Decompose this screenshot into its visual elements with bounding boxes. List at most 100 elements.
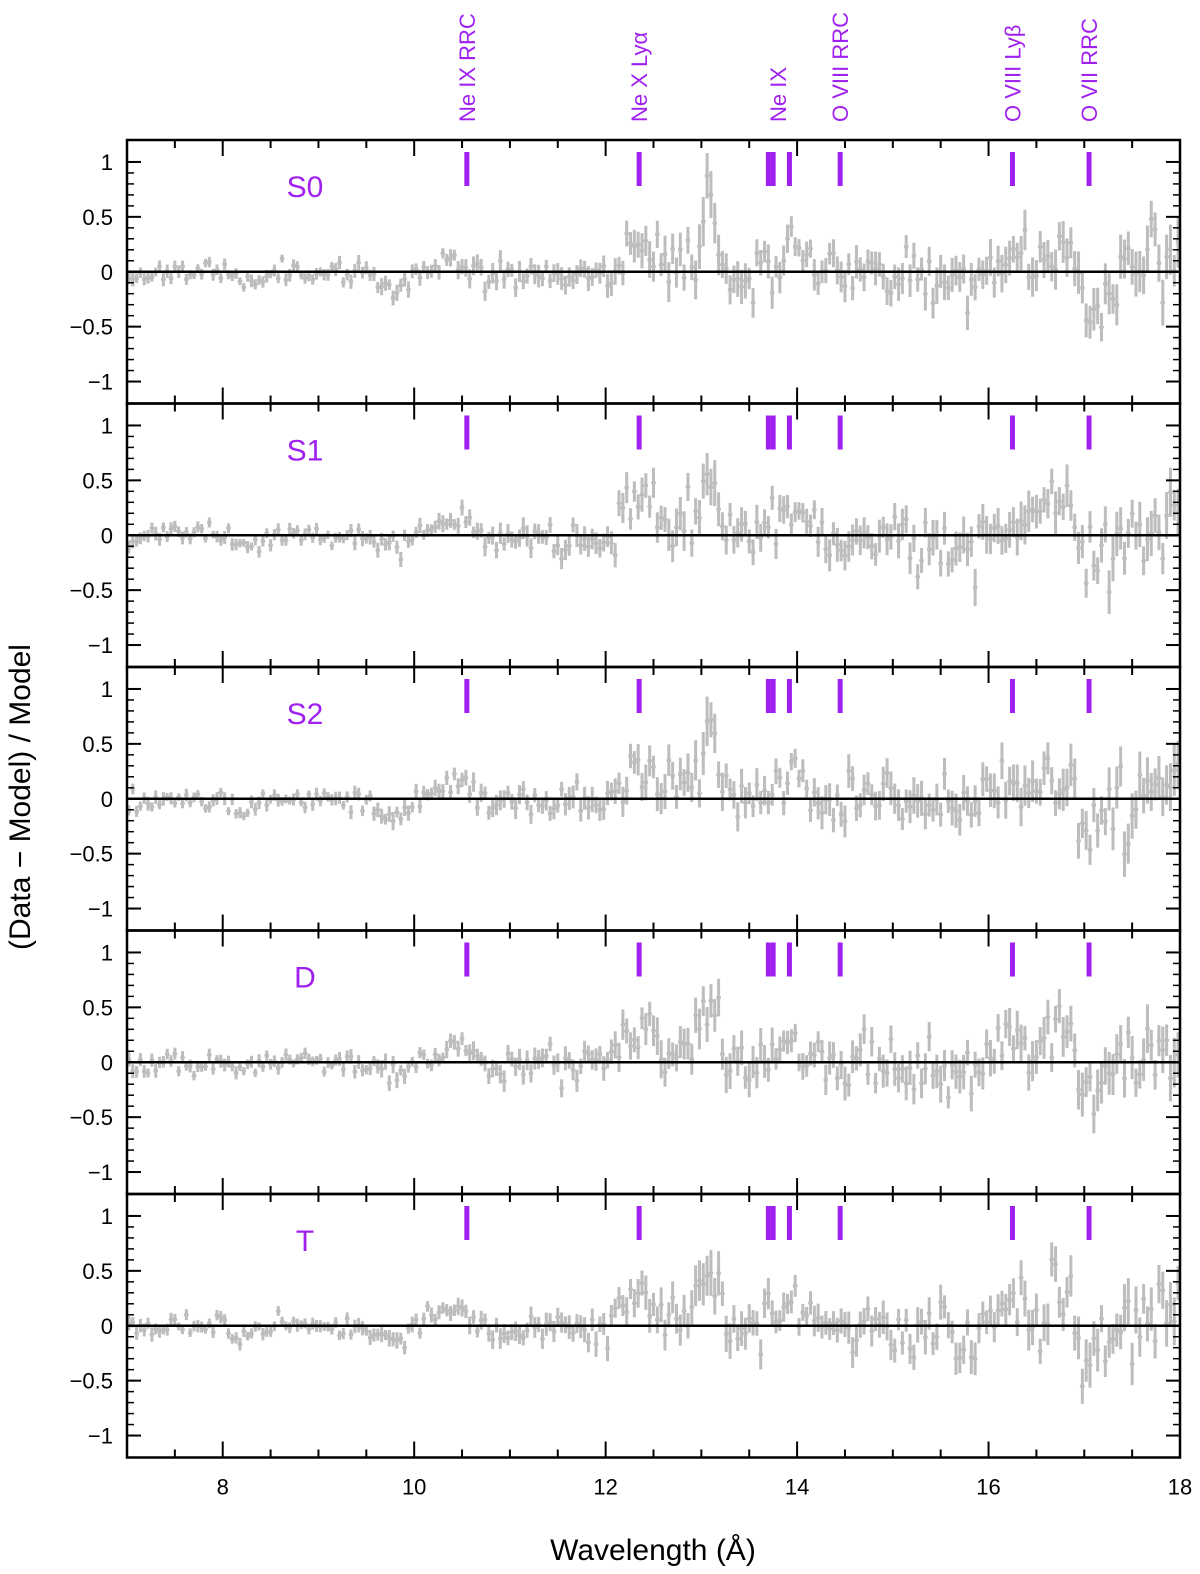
data-point (658, 1302, 664, 1308)
data-point (180, 264, 185, 269)
data-point (256, 277, 262, 283)
data-point (869, 1328, 875, 1334)
data-point (1064, 1029, 1070, 1035)
data-point (1014, 780, 1020, 786)
data-point (811, 507, 817, 513)
data-point (689, 1304, 695, 1310)
data-point (1091, 306, 1097, 312)
data-point (252, 537, 258, 543)
data-point (1099, 808, 1104, 813)
data-point (1114, 1051, 1120, 1057)
data-point (811, 789, 817, 795)
data-point (149, 274, 155, 280)
data-point (463, 519, 469, 525)
data-point (819, 1049, 825, 1055)
data-point (145, 1070, 151, 1076)
data-point (873, 803, 878, 809)
line-marker-bar (770, 942, 776, 977)
data-point (968, 539, 974, 545)
data-point (436, 788, 442, 794)
data-point (570, 278, 576, 284)
data-point (394, 809, 400, 815)
data-point (662, 517, 668, 522)
data-point (731, 1316, 737, 1322)
data-point (444, 257, 450, 263)
data-point (651, 480, 656, 486)
data-point (781, 1038, 787, 1044)
data-point (704, 173, 710, 179)
data-point (869, 1039, 875, 1045)
data-point (191, 529, 197, 535)
data-point (788, 224, 794, 230)
data-point (578, 265, 584, 271)
panel-label-S1: S1 (287, 435, 324, 468)
data-point (463, 1048, 469, 1053)
data-point (984, 1041, 990, 1047)
data-point (716, 252, 721, 258)
data-point (241, 540, 247, 546)
data-point (164, 1051, 170, 1057)
data-point (819, 810, 825, 816)
data-point (731, 537, 737, 543)
data-point (980, 272, 986, 278)
data-point (689, 785, 695, 790)
data-point (911, 1086, 917, 1092)
data-point (911, 1354, 917, 1360)
data-point (1141, 793, 1147, 798)
data-point (570, 1330, 576, 1336)
data-point (1068, 240, 1074, 246)
data-point (666, 1051, 672, 1057)
data-point (620, 505, 626, 511)
data-point (467, 1050, 473, 1056)
data-point (421, 790, 427, 796)
data-point (1068, 762, 1074, 768)
data-point (762, 788, 767, 794)
data-point (808, 523, 813, 529)
data-point (781, 1304, 787, 1310)
data-point (1087, 319, 1093, 325)
data-point (995, 800, 1001, 805)
data-point (551, 1329, 557, 1334)
data-point (1003, 535, 1009, 541)
data-point (1102, 819, 1108, 825)
data-point (922, 291, 928, 297)
data-point (1152, 513, 1158, 518)
data-point (697, 790, 702, 796)
data-point (543, 264, 549, 269)
data-point (440, 788, 446, 794)
data-point (662, 789, 668, 794)
data-point (861, 530, 867, 536)
data-point (1091, 802, 1097, 808)
data-point (869, 260, 875, 266)
data-point (785, 780, 790, 786)
data-point (413, 788, 419, 794)
line-marker-bar (770, 1206, 776, 1240)
data-point (260, 1331, 266, 1337)
data-point (467, 515, 473, 520)
data-point (421, 1052, 427, 1058)
data-point (1014, 254, 1020, 260)
data-point (134, 275, 139, 281)
data-point (172, 264, 178, 270)
data-point (1056, 1003, 1062, 1009)
data-point (371, 1332, 377, 1338)
data-point (199, 526, 205, 532)
data-point (432, 524, 438, 530)
data-point (1064, 255, 1070, 261)
data-point (865, 1072, 871, 1077)
data-point (662, 1332, 668, 1338)
y-tick-label: 0 (101, 1050, 113, 1075)
data-point (608, 280, 614, 286)
data-point (260, 1064, 266, 1070)
data-point (402, 276, 408, 282)
line-marker-bar (1086, 152, 1092, 186)
data-point (157, 1329, 162, 1334)
line-marker-bar (786, 415, 792, 450)
data-point (417, 275, 423, 281)
data-point (1049, 1055, 1055, 1060)
data-point (1106, 1339, 1112, 1345)
data-point (700, 478, 706, 484)
data-point (930, 807, 936, 813)
data-point (704, 1273, 710, 1279)
data-point (892, 1348, 898, 1353)
